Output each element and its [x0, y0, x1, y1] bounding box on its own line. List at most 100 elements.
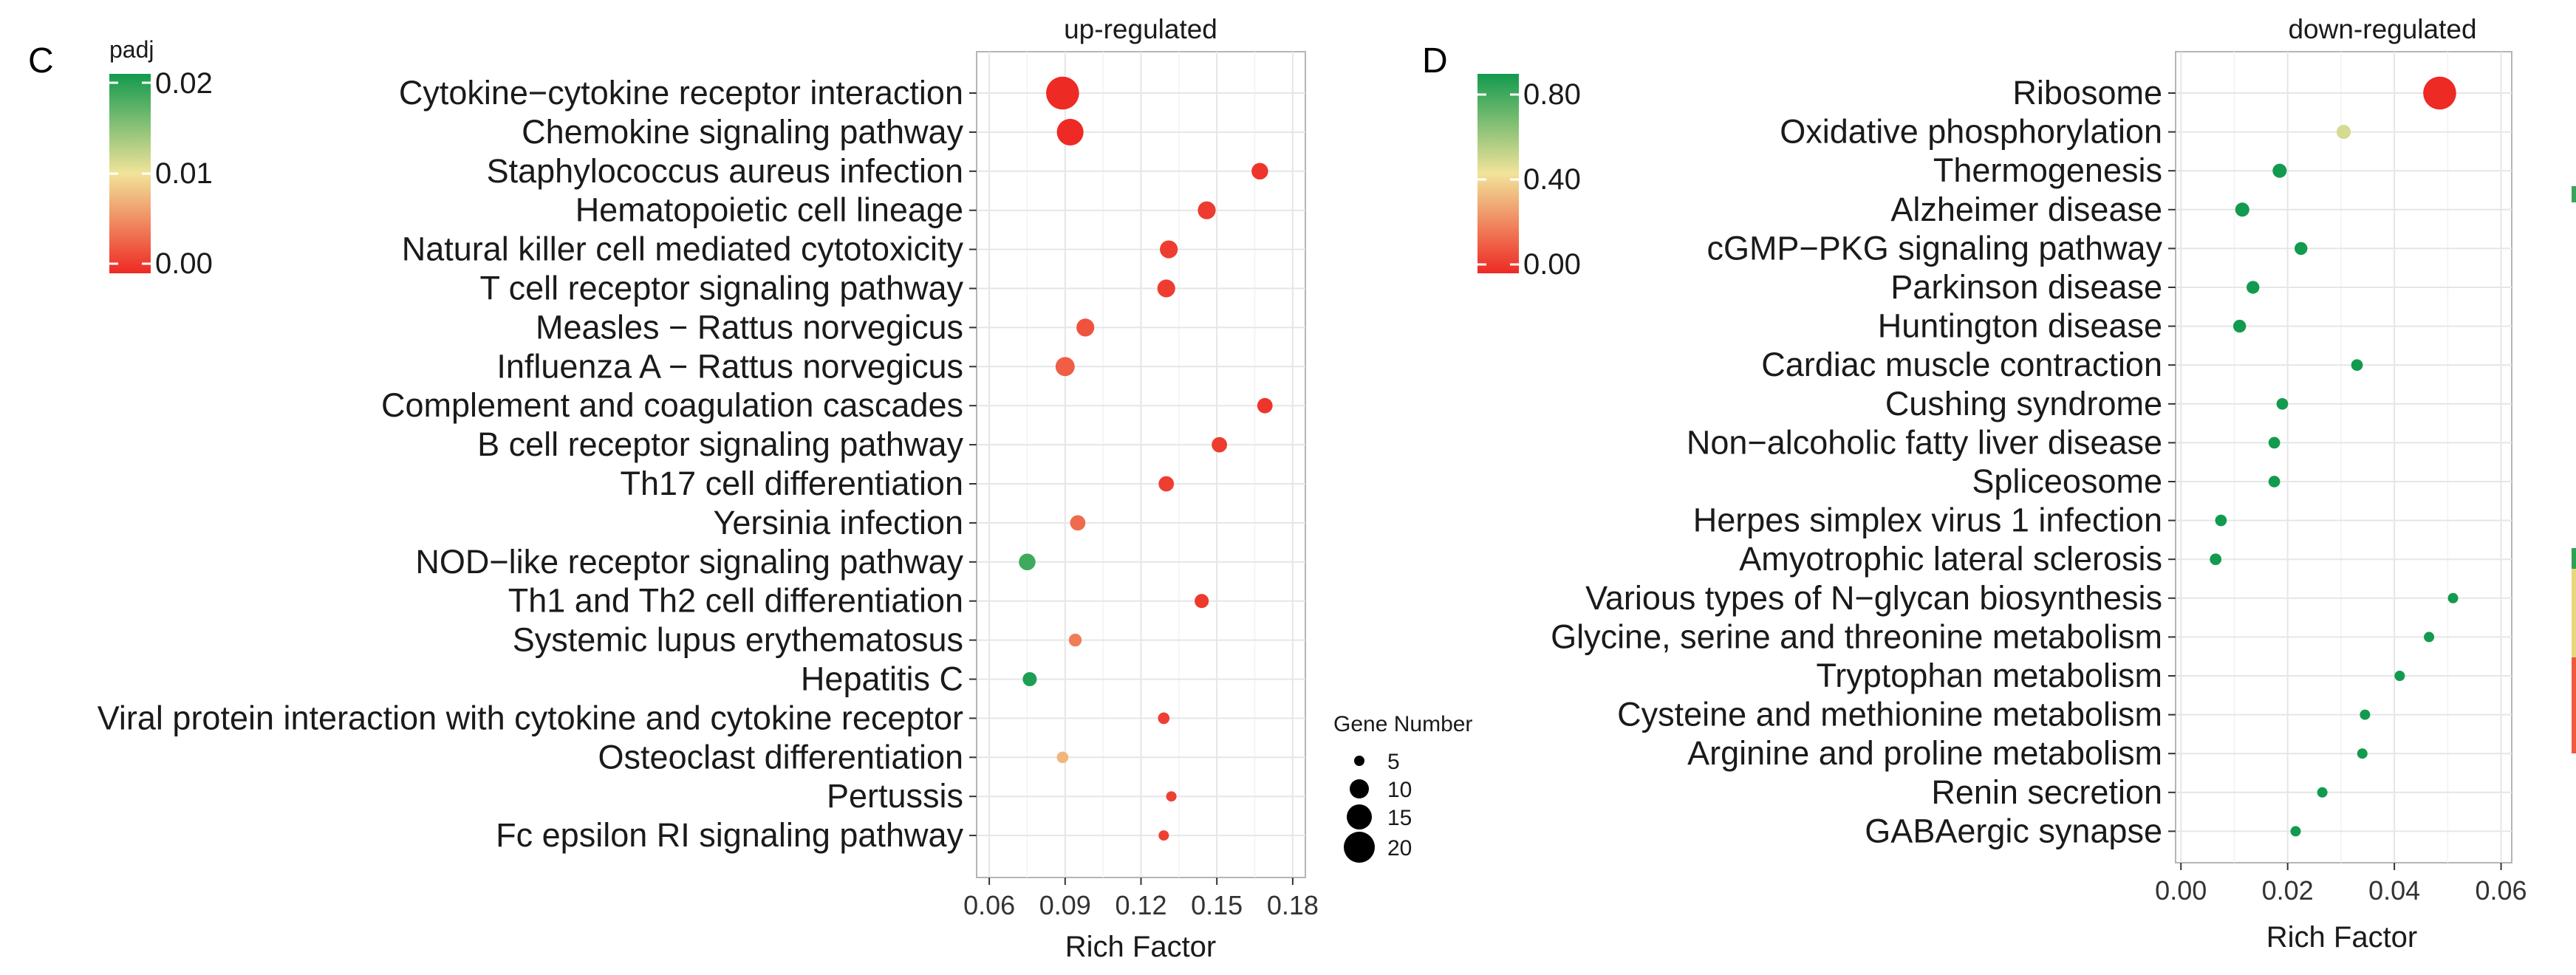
- size-legend-label: 10: [1387, 778, 1412, 802]
- panel-d-x-ticks: 0.00 0.02 0.04 0.06: [2155, 863, 2527, 906]
- x-tick-label: 0.00: [2155, 875, 2207, 906]
- x-tick-label: 0.02: [2262, 875, 2314, 906]
- data-point: [1056, 751, 1069, 764]
- y-category-label: Non−alcoholic fatty liver disease: [1687, 423, 2162, 461]
- y-category-label: Herpes simplex virus 1 infection: [1693, 502, 2162, 539]
- panel-c-y-labels: Cytokine−cytokine receptor interactionCh…: [98, 74, 964, 854]
- panel-d-color-tick-label: 0.80: [1523, 78, 1581, 111]
- y-category-label: Th17 cell differentiation: [621, 465, 963, 502]
- panel-c-points: [1019, 76, 1273, 841]
- size-legend-dot-5: [1354, 756, 1364, 766]
- panel-c-color-tick-label: 0.00: [155, 247, 213, 280]
- panel-d-y-ticks: [2168, 92, 2176, 832]
- panel-c-title: up-regulated: [1064, 14, 1217, 44]
- panel-c-size-legend: Gene Number 5 10 15 20: [1333, 712, 1472, 863]
- data-point: [1212, 437, 1228, 453]
- data-point: [2290, 826, 2301, 837]
- y-category-label: Natural killer cell mediated cytotoxicit…: [402, 230, 964, 268]
- x-tick-label: 0.06: [963, 890, 1015, 920]
- y-category-label: Fc epsilon RI signaling pathway: [496, 816, 963, 854]
- panel-d-color-tick-label: 0.00: [1523, 248, 1581, 281]
- y-category-label: Hematopoietic cell lineage: [575, 191, 963, 229]
- y-category-label: Amyotrophic lateral sclerosis: [1739, 540, 2162, 578]
- y-category-label: Chemokine signaling pathway: [522, 113, 963, 151]
- data-point: [2447, 592, 2459, 603]
- size-legend-dot-20: [1344, 832, 1375, 863]
- data-point: [1046, 76, 1079, 110]
- y-category-label: Pertussis: [827, 777, 963, 815]
- data-point: [1198, 201, 1216, 219]
- data-point: [2351, 359, 2363, 372]
- data-point: [1195, 594, 1209, 609]
- y-category-label: Renin secretion: [1931, 773, 2162, 811]
- size-legend-dot-15: [1347, 804, 1372, 829]
- panel-c-x-ticks: 0.06 0.09 0.12 0.15 0.18: [963, 878, 1319, 920]
- y-category-label: Glycine, serine and threonine metabolism: [1551, 618, 2162, 655]
- panel-d-title: down-regulated: [2288, 14, 2476, 44]
- y-category-label: Various types of N−glycan biosynthesis: [1585, 579, 2162, 617]
- data-point: [1022, 671, 1037, 687]
- data-point: [1157, 279, 1175, 298]
- y-category-label: Spliceosome: [1972, 462, 2162, 500]
- panel-c-color-legend: padj 0.02 0.01 0.00: [109, 36, 213, 280]
- panel-d-color-legend: 0.80 0.40 0.00: [1477, 74, 1581, 281]
- y-category-label: Measles − Rattus norvegicus: [536, 308, 963, 346]
- data-point: [1055, 357, 1075, 377]
- y-category-label: Alzheimer disease: [1890, 191, 2162, 228]
- y-category-label: Th1 and Th2 cell differentiation: [508, 582, 963, 620]
- panel-c-color-tick-label: 0.02: [155, 67, 213, 100]
- data-point: [2424, 632, 2435, 643]
- panel-d-grid: [2176, 52, 2512, 863]
- y-category-label: NOD−like receptor signaling pathway: [415, 543, 963, 581]
- panel-c-y-ticks: [969, 92, 977, 837]
- panel-d-plot-area: [2175, 51, 2512, 863]
- y-category-label: Hepatitis C: [801, 660, 963, 698]
- data-point: [2235, 202, 2249, 217]
- panel-c-x-axis-title: Rich Factor: [1065, 931, 1217, 963]
- y-category-label: Cardiac muscle contraction: [1761, 346, 2162, 383]
- edge-legend-fragment: [2572, 569, 2576, 657]
- x-tick-label: 0.18: [1267, 890, 1319, 920]
- data-point: [2232, 319, 2247, 333]
- data-point: [1166, 791, 1177, 802]
- data-point: [1056, 118, 1084, 146]
- panel-d-points: [2210, 76, 2459, 837]
- y-category-label: Cysteine and methionine metabolism: [1617, 696, 2162, 733]
- y-category-label: B cell receptor signaling pathway: [477, 425, 963, 463]
- size-legend-label: 20: [1387, 836, 1412, 861]
- y-category-label: Osteoclast differentiation: [598, 738, 963, 776]
- data-point: [2317, 787, 2328, 798]
- y-category-label: Cytokine−cytokine receptor interaction: [399, 74, 963, 112]
- x-tick-label: 0.15: [1191, 890, 1243, 920]
- panel-c-color-legend-title: padj: [109, 36, 154, 63]
- panel-c-label: C: [28, 41, 54, 81]
- data-point: [2272, 163, 2287, 178]
- y-category-label: T cell receptor signaling pathway: [479, 270, 963, 307]
- x-tick-label: 0.09: [1039, 890, 1091, 920]
- size-legend-label: 5: [1387, 750, 1400, 774]
- y-category-label: Cushing syndrome: [1885, 385, 2162, 422]
- data-point: [1158, 476, 1175, 492]
- panel-c-grid: [977, 52, 1305, 878]
- y-category-label: Huntington disease: [1878, 307, 2162, 345]
- y-category-label: Tryptophan metabolism: [1816, 657, 2162, 694]
- panel-d-x-axis-title: Rich Factor: [2266, 921, 2418, 954]
- data-point: [2357, 748, 2368, 759]
- data-point: [2295, 242, 2308, 256]
- data-point: [1070, 515, 1086, 531]
- data-point: [1068, 633, 1082, 647]
- y-category-label: Systemic lupus erythematosus: [513, 621, 963, 659]
- data-point: [2394, 671, 2405, 681]
- size-legend-dot-10: [1350, 779, 1369, 798]
- y-category-label: Influenza A − Rattus norvegicus: [496, 347, 963, 385]
- data-point: [2268, 476, 2281, 488]
- data-point: [2215, 514, 2227, 527]
- size-legend-title: Gene Number: [1333, 712, 1472, 736]
- edge-legend-fragment: [2572, 186, 2576, 202]
- panel-d-label: D: [1422, 41, 1448, 81]
- y-category-label: Complement and coagulation cascades: [381, 386, 963, 424]
- y-category-label: Oxidative phosphorylation: [1780, 113, 2162, 151]
